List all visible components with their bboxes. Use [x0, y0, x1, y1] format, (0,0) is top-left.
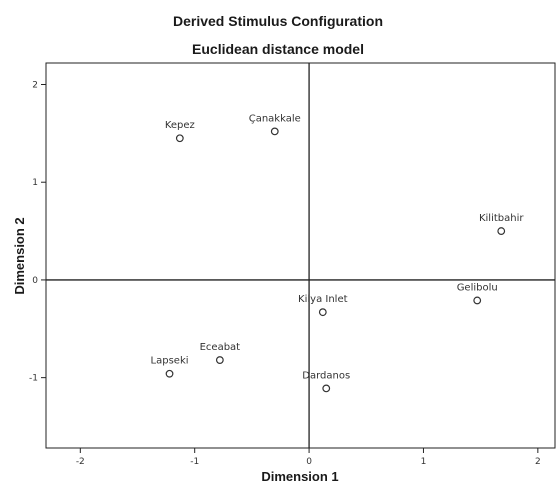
data-point-label: Lapseki: [151, 356, 189, 367]
x-axis-label: Dimension 1: [261, 469, 338, 484]
data-point-label: Gelibolu: [457, 282, 498, 293]
x-tick-label: 2: [535, 457, 541, 467]
plot-frame: [45, 62, 556, 449]
x-tick-label: 1: [421, 457, 427, 467]
data-point-label: Dardanos: [302, 370, 350, 381]
data-point-marker: [215, 356, 224, 364]
y-axis-label: Dimension 2: [12, 217, 27, 294]
x-tick-label: 0: [306, 457, 312, 467]
data-point-label: Kepez: [165, 120, 195, 131]
data-point-label: Eceabat: [200, 342, 241, 353]
y-tick-label: 2: [32, 80, 38, 90]
data-point-label: Kilitbahir: [479, 213, 524, 224]
data-point-marker: [473, 296, 482, 305]
data-point-marker: [165, 369, 174, 378]
data-point-marker: [175, 134, 184, 143]
chart-title: Derived Stimulus Configuration: [173, 13, 383, 29]
data-point-marker: [497, 227, 506, 235]
chart-subtitle: Euclidean distance model: [192, 41, 364, 57]
data-point-label: Çanakkale: [249, 113, 301, 124]
data-points: Kepez Çanakkale Kilitbahir Gelibolu Kilya In…: [151, 113, 524, 393]
x-tick-label: -2: [76, 457, 85, 467]
data-point-marker: [318, 308, 327, 317]
y-tick-label: 0: [32, 276, 38, 286]
data-point-marker: [322, 384, 331, 393]
data-point-marker: [270, 127, 279, 136]
y-tick-label: -1: [29, 374, 38, 384]
y-tick-label: 1: [32, 178, 38, 188]
y-axis-ticks: -1 0 1 2: [29, 80, 46, 384]
x-tick-label: -1: [190, 457, 199, 467]
data-point-label: Kilya Inlet: [298, 294, 348, 305]
x-axis-ticks: -2 -1 0 1 2: [76, 448, 541, 467]
